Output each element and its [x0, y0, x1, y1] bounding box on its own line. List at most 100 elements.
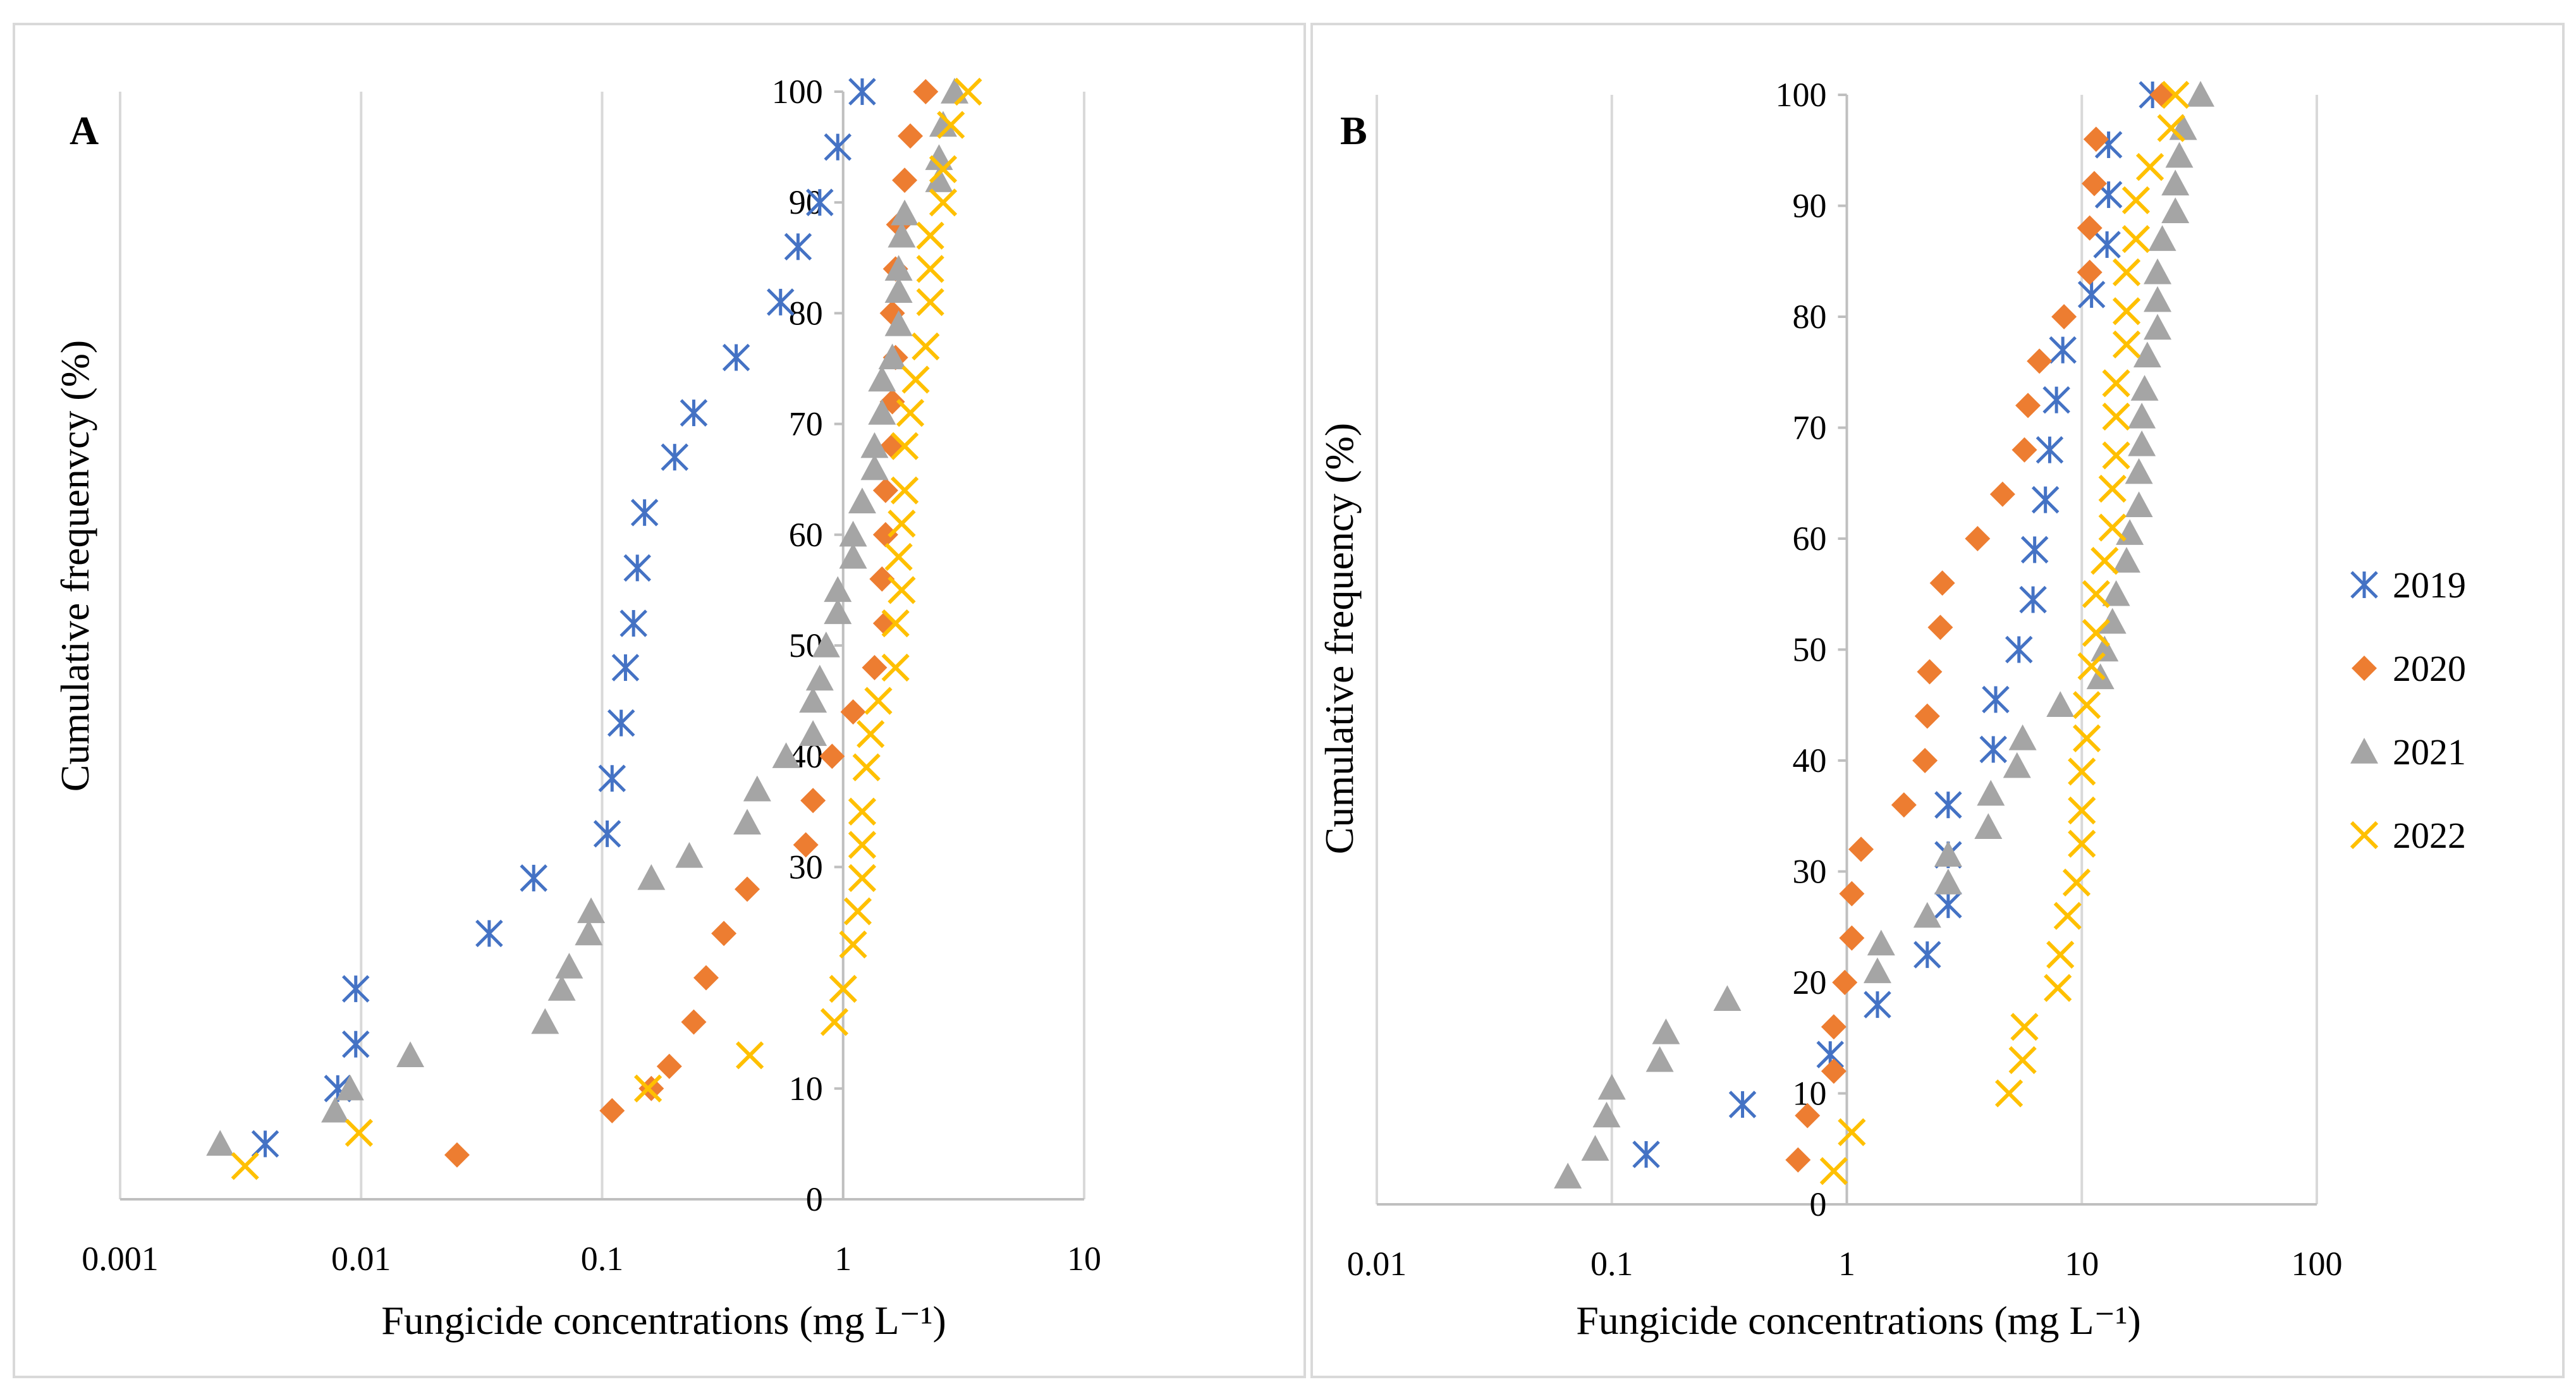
panel-a-point-2019-2 [341, 1030, 370, 1058]
panel-b-point-2019-3 [1864, 991, 1891, 1018]
panel-b-point-2022-20 [2102, 441, 2130, 470]
panel-a-point-2021-23 [860, 454, 889, 480]
legend-marker-shape-2019 [2350, 571, 2378, 599]
panel-a-point-2021-3 [396, 1041, 425, 1067]
panel-b-point-2020-5 [1839, 925, 1865, 951]
panel-b-point-2021-29 [2144, 314, 2172, 340]
legend-marker-shape-2022 [2350, 821, 2379, 850]
panel-a-point-2022-1 [345, 1118, 374, 1147]
panel-a-point-2020-5 [693, 965, 719, 991]
panel-b-x-tick-4: 100 [2292, 1245, 2343, 1283]
panel-a-point-2021-13 [772, 742, 800, 768]
panel-b-point-2022-9 [2068, 829, 2096, 858]
panel-b-point-2022-23 [2112, 330, 2141, 358]
panel-b-point-2022-10 [2068, 796, 2096, 825]
panel-b-point-2020-6 [1839, 881, 1865, 907]
panel-b-point-2020-3 [1821, 1014, 1847, 1040]
panel-b-point-2020-20 [2077, 259, 2103, 285]
panel-b-point-2020-0 [1785, 1147, 1811, 1173]
panel-b-point-2019-1 [1728, 1091, 1757, 1118]
panel-b-point-2022-21 [2102, 402, 2130, 431]
panel-a-point-2021-7 [575, 919, 603, 946]
panel-a-point-2019-20 [848, 78, 876, 106]
panel-b-point-2022-2 [1994, 1079, 2024, 1108]
panel-b-point-2021-34 [2161, 169, 2190, 196]
panel-a-point-2021-14 [799, 720, 827, 746]
legend-label-2019: 2019 [2393, 565, 2466, 606]
panel-a-point-2021-20 [839, 542, 867, 569]
panel-b-point-2019-4 [1914, 941, 1941, 969]
panel-a-point-2021-27 [878, 343, 906, 370]
panel-b-point-2022-0 [1819, 1157, 1848, 1185]
panel-b-point-2022-30 [2161, 80, 2190, 109]
panel-a-y-tick-4: 50 [789, 627, 823, 664]
panel-a-point-2021-17 [812, 632, 840, 657]
panel-b-point-2019-8 [1979, 735, 2007, 764]
panel-b-y-tick-2: 20 [1793, 963, 1827, 1001]
panel-a-point-2021-33 [925, 166, 953, 192]
panel-a-point-2022-6 [839, 930, 867, 959]
panel-b-point-2019-13 [2031, 486, 2060, 514]
panel-b-point-2020-8 [1891, 792, 1917, 818]
panel-a-point-2021-25 [868, 399, 896, 425]
panel-a-point-2020-7 [735, 876, 760, 902]
panel-a-point-2022-9 [848, 831, 877, 859]
panel-a-point-2021-32 [891, 199, 919, 226]
panel-a-point-2021-29 [884, 277, 913, 303]
panel-b-point-2021-0 [1554, 1163, 1582, 1189]
panel-a-point-2021-8 [577, 897, 606, 924]
panel-b-point-2019-10 [2005, 635, 2033, 664]
panel-a-point-2022-4 [820, 1008, 849, 1036]
panel-b-point-2021-31 [2144, 258, 2172, 284]
panel-a-y-tick-9: 100 [772, 73, 823, 111]
panel-a-point-2021-4 [531, 1008, 559, 1034]
panel-b-point-2022-5 [2044, 974, 2072, 1002]
panel-b-point-2020-15 [1989, 481, 2015, 507]
panel-a-point-2021-9 [637, 864, 666, 890]
panel-b-point-2022-15 [2082, 619, 2110, 647]
panel-b-y-tick-8: 80 [1793, 298, 1827, 336]
panel-b-y-tick-4: 40 [1793, 742, 1827, 780]
panel-a-point-2021-34 [925, 144, 953, 170]
panel-a-point-2019-16 [766, 288, 795, 316]
panel-b-point-2022-7 [2053, 902, 2082, 930]
panel-b-points [1554, 80, 2215, 1189]
panel-a-x-tick-2: 0.1 [581, 1240, 624, 1278]
panel-a-point-2022-24 [916, 288, 944, 317]
panel-b-point-2022-28 [2135, 152, 2164, 181]
panel-a-point-2019-15 [722, 343, 750, 372]
legend-item-2019: 2019 [2350, 565, 2466, 606]
panel-a-point-2020-14 [869, 566, 895, 592]
panel-a-y-tick-1: 10 [789, 1070, 823, 1108]
legend-marker-shape-2020 [2352, 656, 2377, 681]
panel-b-point-2021-7 [1863, 957, 1891, 984]
panel-b-point-2021-32 [2148, 225, 2176, 251]
panel-b-point-2019-9 [1982, 685, 2010, 714]
panel-a-point-2022-29 [937, 111, 965, 139]
panel-a-point-2020-9 [800, 788, 826, 814]
panel-a-point-2019-12 [630, 498, 659, 527]
panel-b-point-2022-24 [2112, 297, 2141, 326]
panel-a-point-2022-5 [829, 974, 857, 1003]
legend-marker-2020 [2352, 656, 2377, 681]
panel-a-point-2021-35 [929, 111, 957, 137]
panel-a-point-2022-0 [231, 1152, 259, 1180]
panel-a-point-2020-0 [444, 1142, 470, 1168]
panel-b-point-2022-14 [2077, 652, 2106, 680]
panel-b-point-2022-3 [2008, 1046, 2037, 1074]
panel-a-point-2021-12 [743, 775, 771, 802]
panel-a-point-2021-11 [733, 809, 762, 835]
panel-a-point-2020-10 [819, 743, 845, 769]
panel-a-point-2020-20 [879, 300, 905, 326]
panel-a-point-2021-26 [868, 365, 896, 392]
panel-a-point-2019-14 [680, 399, 708, 427]
panel-b-x-tick-3: 10 [2065, 1245, 2099, 1283]
panel-a-x-tick-0: 0.001 [82, 1240, 159, 1278]
panel-b-point-2022-29 [2157, 114, 2185, 142]
panel-a-point-2021-10 [675, 841, 704, 868]
panel-b-point-2022-12 [2073, 724, 2101, 753]
panel-b-point-2022-19 [2098, 474, 2127, 503]
panel-b-point-2019-5 [1934, 891, 1962, 919]
panel-a-point-2020-3 [656, 1053, 682, 1079]
